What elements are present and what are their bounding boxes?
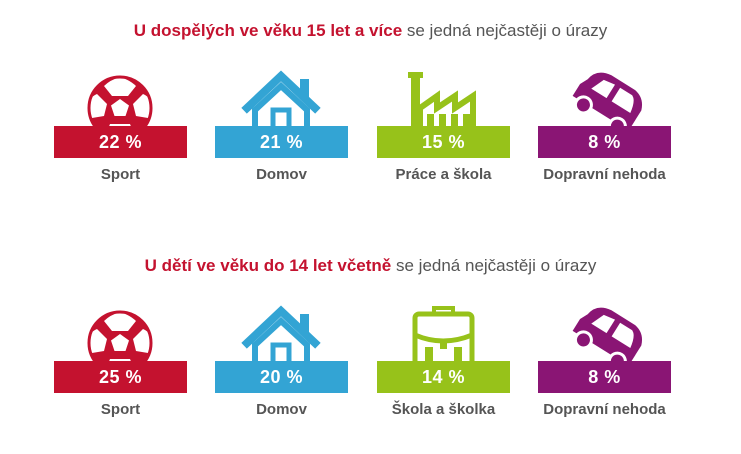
adults-heading-highlight: U dospělých ve věku 15 let a více: [133, 21, 403, 40]
children-heading-highlight: U dětí ve věku do 14 let včetně: [144, 256, 392, 275]
children-skola-label: Škola a školka: [391, 401, 496, 418]
adults-prace-label: Práce a škola: [395, 166, 492, 183]
children-domov-label: Domov: [256, 401, 307, 418]
children-sport-label: Sport: [100, 401, 141, 418]
adults-sport-label: Sport: [100, 166, 141, 183]
adults-domov-value: 21 %: [215, 126, 348, 158]
children-domov-value: 20 %: [215, 361, 348, 393]
children-heading-rest: se jedná nejčastěji o úrazy: [391, 256, 597, 275]
children-nehoda-label: Dopravní nehoda: [543, 401, 666, 418]
adults-domov-label: Domov: [256, 166, 307, 183]
adults-prace-value: 15 %: [377, 126, 510, 158]
children-nehoda-value: 8 %: [538, 361, 671, 393]
adults-nehoda-label: Dopravní nehoda: [543, 166, 666, 183]
children-skola-value: 14 %: [377, 361, 510, 393]
adults-nehoda-value: 8 %: [538, 126, 671, 158]
children-sport-value: 25 %: [54, 361, 187, 393]
children-heading: U dětí ve věku do 14 let včetně se jedná…: [0, 256, 741, 276]
adults-heading: U dospělých ve věku 15 let a více se jed…: [0, 21, 741, 41]
adults-sport-value: 22 %: [54, 126, 187, 158]
adults-heading-rest: se jedná nejčastěji o úrazy: [402, 21, 608, 40]
